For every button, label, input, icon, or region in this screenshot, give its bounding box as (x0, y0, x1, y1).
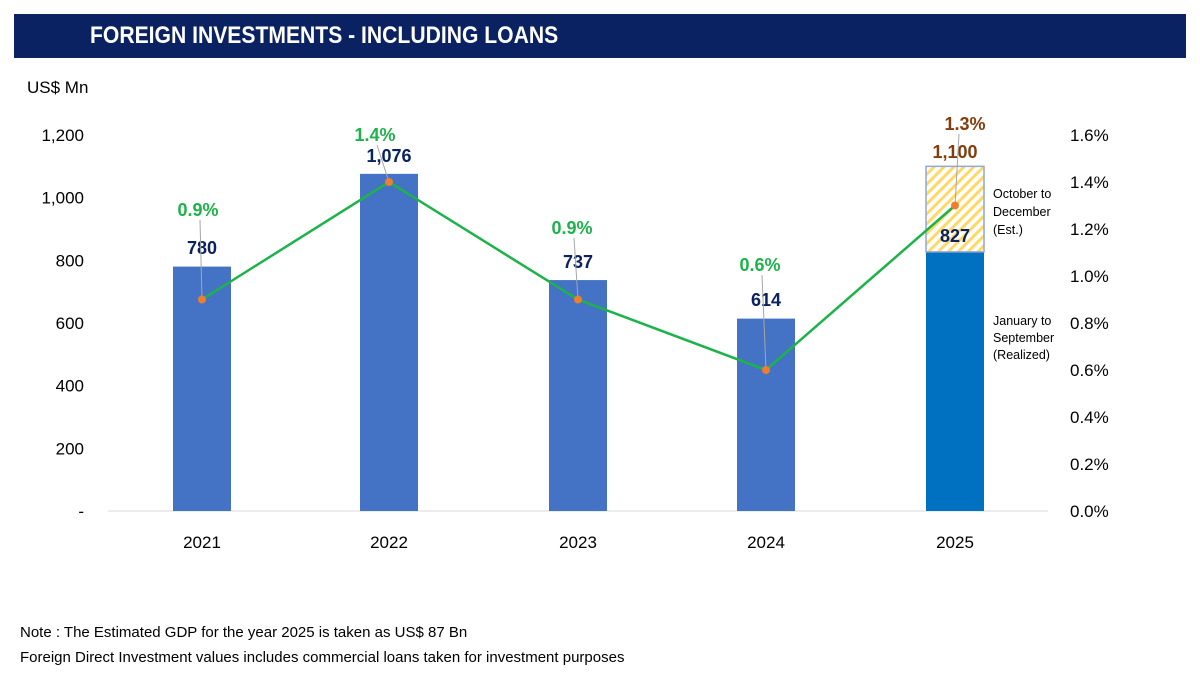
y2-tick-label: 0.6% (1070, 361, 1109, 380)
bar-2025 (926, 251, 984, 511)
bar-2024 (737, 318, 795, 511)
line-marker (574, 295, 582, 304)
y2-tick-label: 1.6% (1070, 126, 1109, 145)
y2-tick-label: 0.4% (1070, 408, 1109, 427)
y-tick-label: - (78, 502, 84, 521)
leader-line (954, 133, 960, 206)
pct-label: 1.4% (354, 125, 395, 145)
value-label: 780 (187, 238, 217, 258)
bar-2021 (173, 266, 231, 511)
bar-2022 (360, 173, 418, 511)
y-tick-label: 400 (56, 377, 84, 396)
y2-tick-label: 0.8% (1070, 314, 1109, 333)
x-tick-label: 2021 (183, 533, 221, 552)
note-fdi: Foreign Direct Investment values include… (20, 649, 625, 666)
y-tick-label: 1,200 (41, 126, 84, 145)
note-gdp: Note : The Estimated GDP for the year 20… (20, 624, 468, 641)
y-axis-label: US$ Mn (27, 78, 89, 97)
estimate-annotation: December (993, 205, 1051, 219)
x-tick-label: 2025 (936, 533, 974, 552)
y-tick-label: 1,000 (41, 189, 84, 208)
leader-line (376, 144, 390, 183)
pct-label: 1.3% (944, 114, 985, 134)
y2-tick-label: 0.0% (1070, 502, 1109, 521)
y-tick-label: 800 (56, 251, 84, 270)
bar-2023 (549, 280, 607, 511)
line-marker (951, 201, 959, 210)
y2-tick-label: 0.2% (1070, 455, 1109, 474)
estimate-annotation: October to (993, 187, 1051, 201)
pct-label: 0.6% (739, 255, 780, 275)
realized-annotation: January to (993, 314, 1051, 328)
title-bar: FOREIGN INVESTMENTS - INCLUDING LOANS (14, 14, 1186, 58)
value-label: 614 (751, 290, 781, 310)
value-label: 737 (563, 252, 593, 272)
y-tick-label: 600 (56, 314, 84, 333)
x-tick-label: 2024 (747, 533, 785, 552)
line-marker (762, 366, 770, 374)
realized-annotation: (Realized) (993, 348, 1050, 362)
line-marker (385, 178, 393, 186)
line-marker (198, 295, 206, 304)
pct-label: 0.9% (551, 218, 592, 238)
y2-tick-label: 1.4% (1070, 173, 1109, 192)
y2-tick-label: 1.0% (1070, 267, 1109, 286)
x-tick-label: 2023 (559, 533, 597, 552)
chart-title: FOREIGN INVESTMENTS - INCLUDING LOANS (90, 22, 559, 49)
leader-line (573, 237, 579, 300)
total-label-2025: 1,100 (932, 142, 977, 162)
x-tick-label: 2022 (370, 533, 408, 552)
y-tick-label: 200 (56, 439, 84, 458)
y2-tick-label: 1.2% (1070, 220, 1109, 239)
value-label: 827 (940, 226, 970, 246)
value-label: 1,076 (366, 146, 411, 166)
estimate-annotation: (Est.) (993, 223, 1023, 237)
realized-annotation: September (993, 331, 1054, 345)
leader-line (761, 274, 767, 371)
pct-label: 0.9% (177, 200, 218, 220)
leader-line (199, 219, 203, 300)
